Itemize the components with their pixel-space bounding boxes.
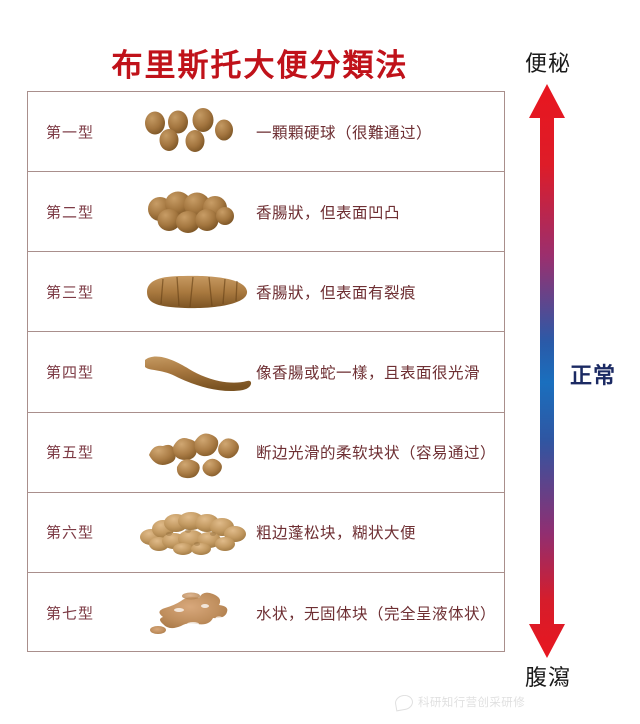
type-label: 第二型 <box>46 203 95 222</box>
table-row: 第一型 <box>28 92 504 173</box>
type-label: 第五型 <box>46 443 95 462</box>
separate-hard-lumps-icon <box>133 101 263 163</box>
cracked-sausage-icon <box>133 261 263 323</box>
table-row: 第二型 <box>28 172 504 253</box>
constipation-label: 便秘 <box>524 52 571 77</box>
type-description: 断边光滑的柔软块状（容易通过） <box>256 444 497 463</box>
soft-blobs-icon <box>133 421 263 483</box>
table-row: 第三型 <box>28 252 504 333</box>
type-description: 像香腸或蛇一樣，且表面很光滑 <box>256 363 481 382</box>
type-label: 第三型 <box>46 283 95 302</box>
type-label: 第一型 <box>46 123 95 142</box>
page-title: 布里斯托大便分類法 <box>111 48 409 84</box>
table-row: 第七型 <box>28 573 504 653</box>
table-row: 第六型 <box>28 493 504 573</box>
diarrhea-label: 腹瀉 <box>524 666 571 691</box>
table-row: 第四型 像香腸或蛇一樣，且表面很光滑 <box>28 332 504 413</box>
type-description: 香腸狀，但表面凹凸 <box>256 203 401 222</box>
normal-label: 正常 <box>570 364 617 389</box>
watery-liquid-icon <box>133 582 263 644</box>
type-description: 香腸狀，但表面有裂痕 <box>256 283 417 302</box>
smooth-sausage-icon <box>133 341 263 403</box>
speech-bubble-icon <box>393 693 415 711</box>
lumpy-sausage-icon <box>133 181 263 243</box>
watermark-text: 科研知行营创采研修 <box>418 695 526 709</box>
type-label: 第四型 <box>46 363 95 382</box>
type-description: 水状，无固体块（完全呈液体状） <box>256 604 497 623</box>
type-description: 一顆顆硬球（很難通过） <box>256 123 433 142</box>
mushy-fluffy-icon <box>133 501 263 563</box>
severity-gradient-arrow <box>525 82 569 660</box>
type-label: 第七型 <box>46 604 95 623</box>
table-row: 第五型 <box>28 413 504 493</box>
watermark: 科研知行营创采研修 <box>393 693 526 711</box>
stool-type-table: 第一型 <box>27 91 505 652</box>
type-label: 第六型 <box>46 523 95 542</box>
type-description: 粗边蓬松块，糊状大便 <box>256 524 417 543</box>
